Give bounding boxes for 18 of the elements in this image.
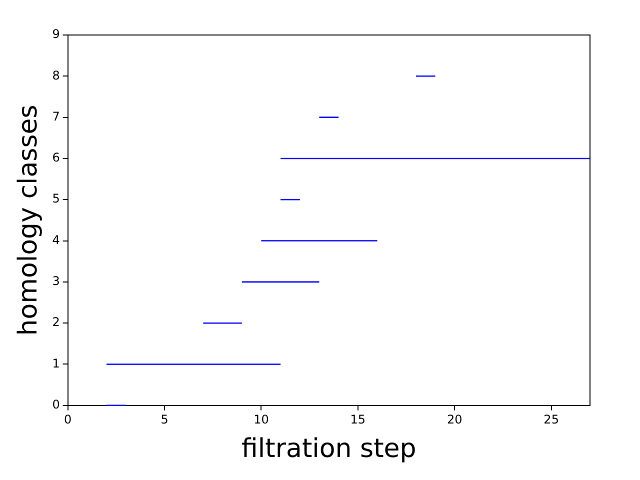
x-tick-label: 20	[446, 412, 462, 427]
y-tick-label: 2	[52, 315, 60, 330]
y-axis-title: homology classes	[13, 104, 44, 336]
y-tick-label: 3	[52, 274, 60, 288]
y-tick-label: 7	[52, 109, 60, 124]
y-tick-label: 8	[52, 68, 60, 82]
x-axis-title: filtration step	[242, 434, 416, 464]
x-tick-label: 10	[254, 412, 269, 427]
y-tick-label: 6	[52, 150, 60, 165]
y-tick-label: 9	[52, 27, 60, 42]
x-tick-label: 5	[160, 412, 168, 427]
y-tick-label: 1	[52, 356, 60, 370]
y-tick-label: 4	[52, 232, 60, 247]
x-tick-label: 0	[64, 412, 72, 427]
x-tick-label: 25	[544, 412, 559, 427]
y-tick-label: 0	[52, 398, 60, 412]
y-tick-label: 5	[52, 192, 60, 206]
x-tick-label: 15	[350, 412, 366, 427]
